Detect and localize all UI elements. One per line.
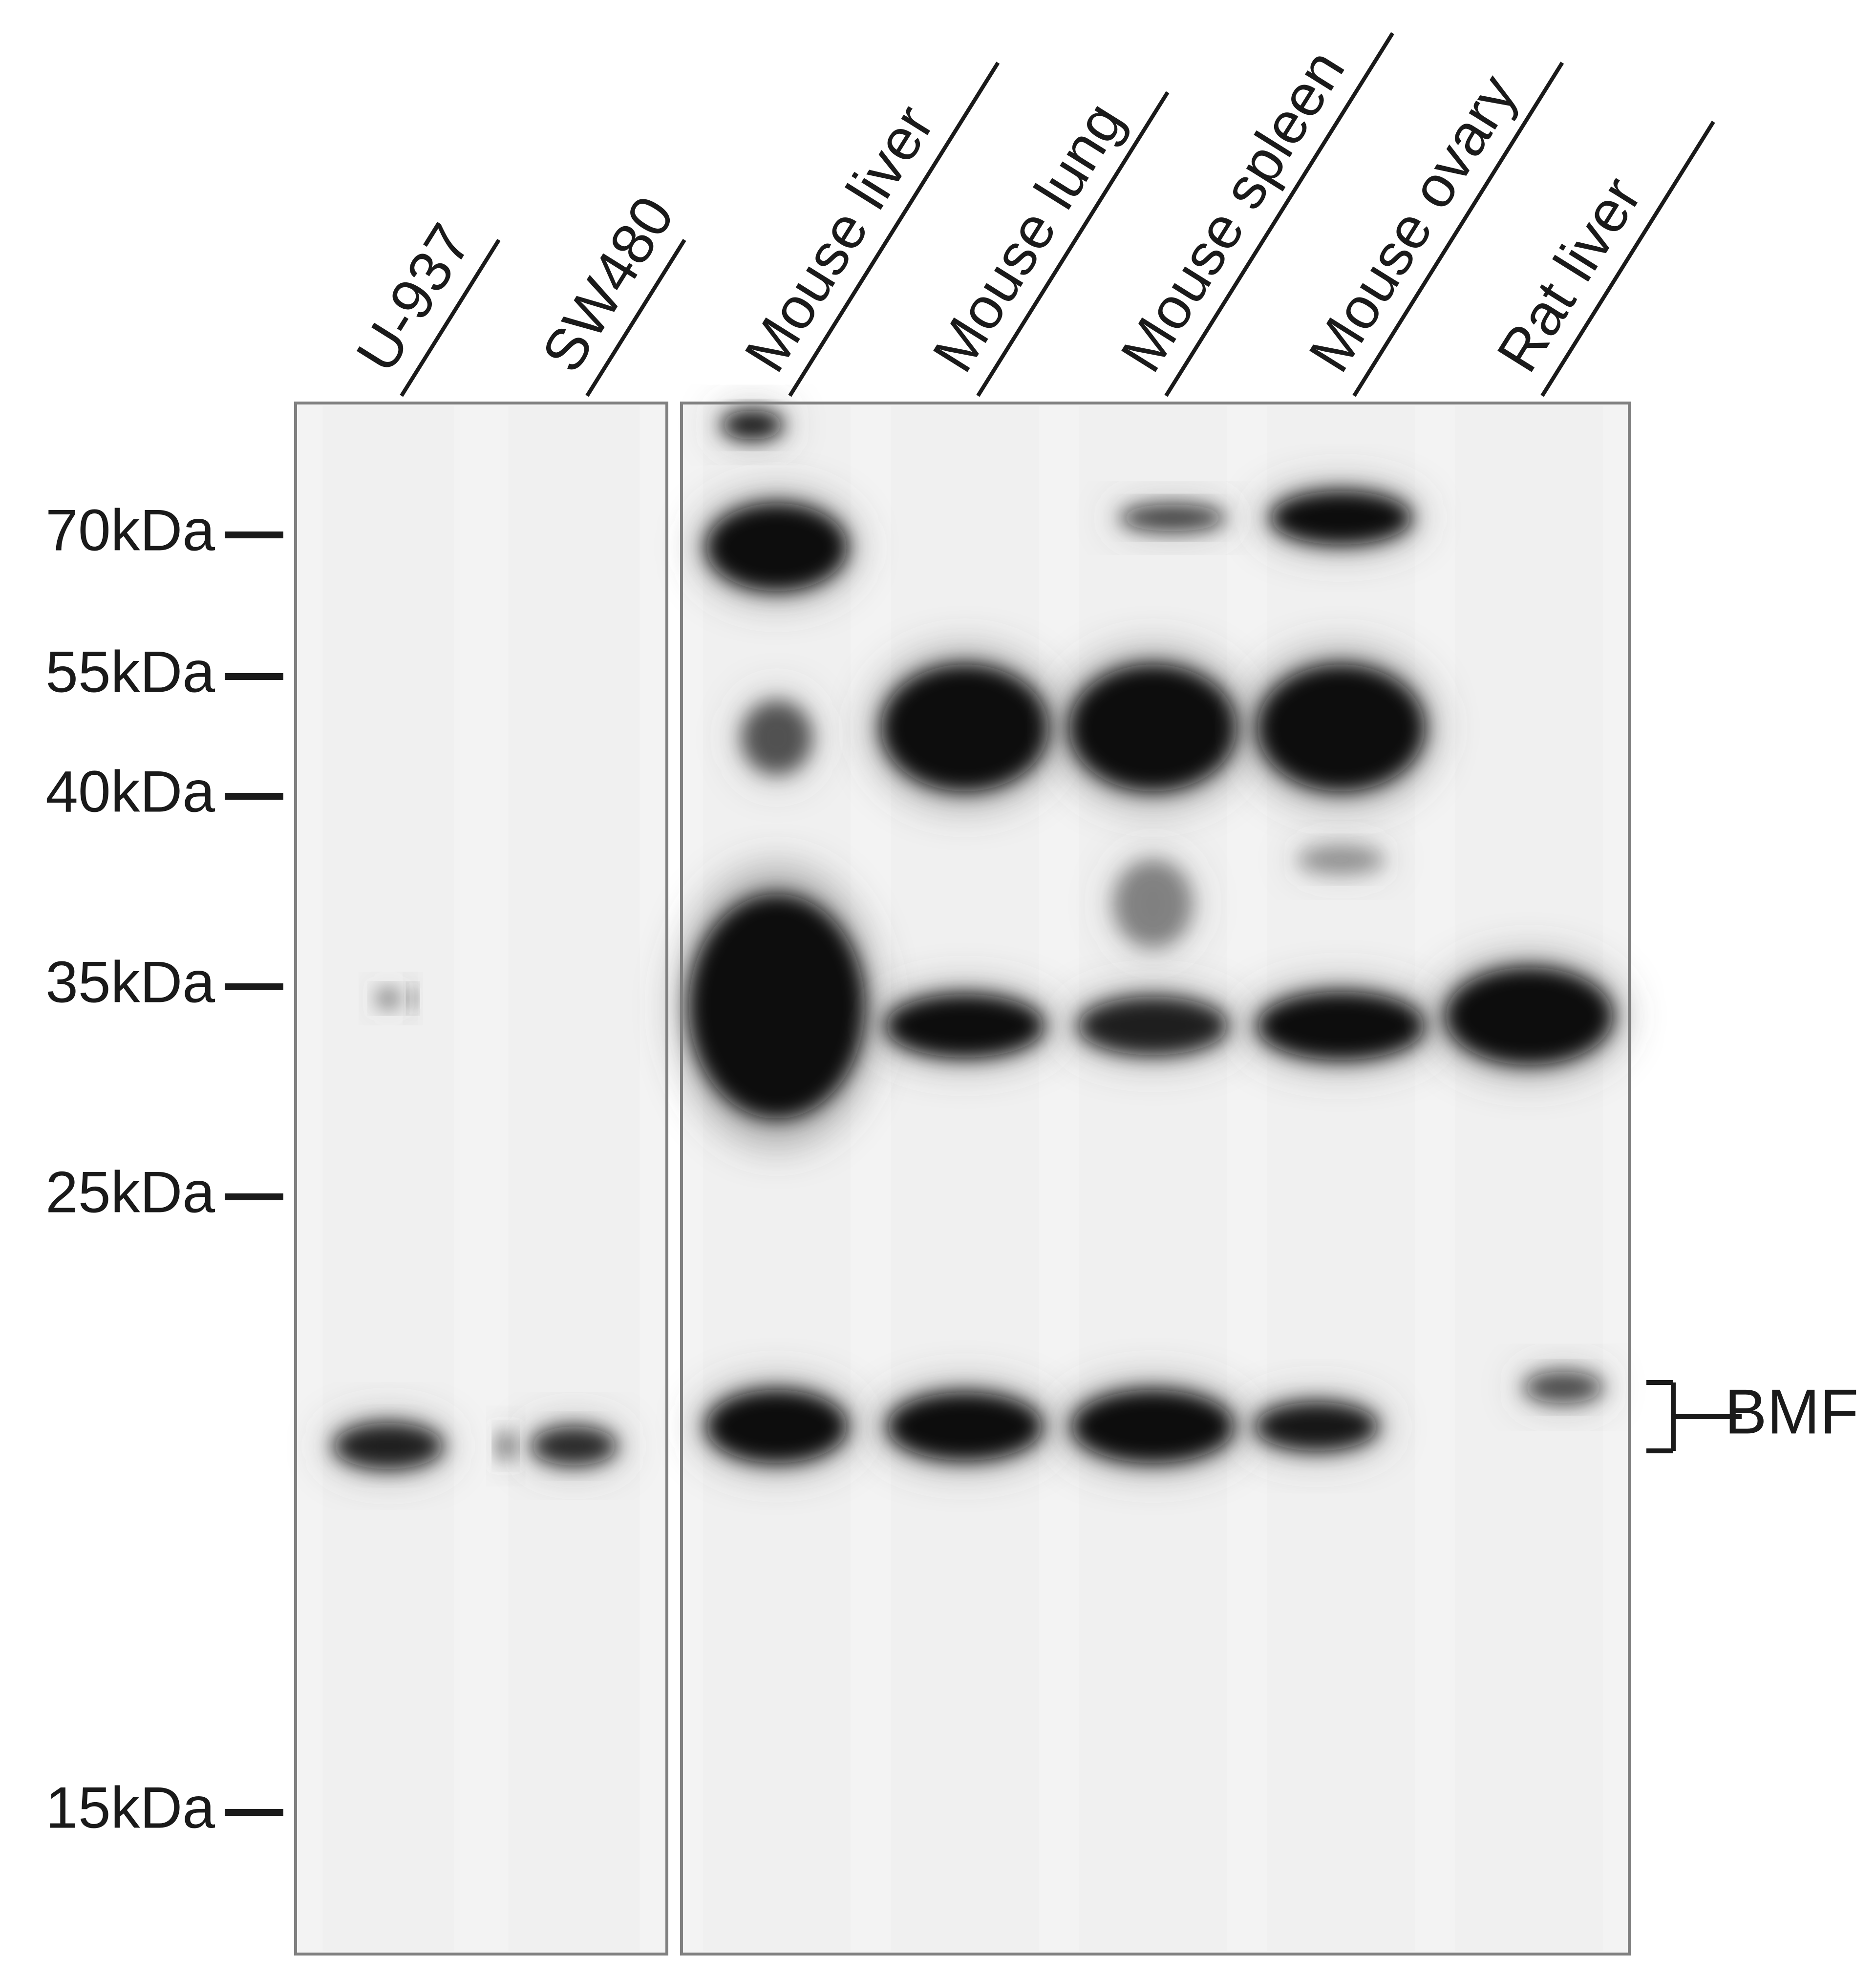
band [722,410,783,440]
band [1255,1402,1378,1451]
band [888,1392,1043,1461]
band [706,503,847,591]
band [689,894,865,1119]
western-blot-figure: 70kDa55kDa40kDa35kDa25kDa15kDaU-937SW480… [0,0,1876,1977]
band [1120,505,1225,531]
mw-label: 15kDa [45,1775,215,1841]
mw-label: 25kDa [45,1160,215,1225]
band [1297,845,1385,874]
band-label-text: BMF [1725,1376,1858,1447]
mw-label: 40kDa [45,759,215,825]
band [1113,860,1193,948]
band [334,1423,443,1469]
band [1078,997,1228,1055]
mw-label: 55kDa [45,639,215,705]
band [1271,491,1411,545]
band [742,701,812,774]
band [498,1431,513,1461]
band [409,989,417,1008]
band [886,994,1044,1058]
band [1072,1390,1234,1463]
band [706,1390,847,1463]
band [881,664,1048,791]
band [1524,1372,1603,1403]
band [1258,992,1425,1060]
mw-label: 35kDa [45,950,215,1015]
band [1258,664,1425,791]
band [377,989,400,1008]
band [1069,664,1236,791]
band [1446,967,1613,1065]
band [531,1426,617,1466]
mw-label: 70kDa [45,498,215,563]
